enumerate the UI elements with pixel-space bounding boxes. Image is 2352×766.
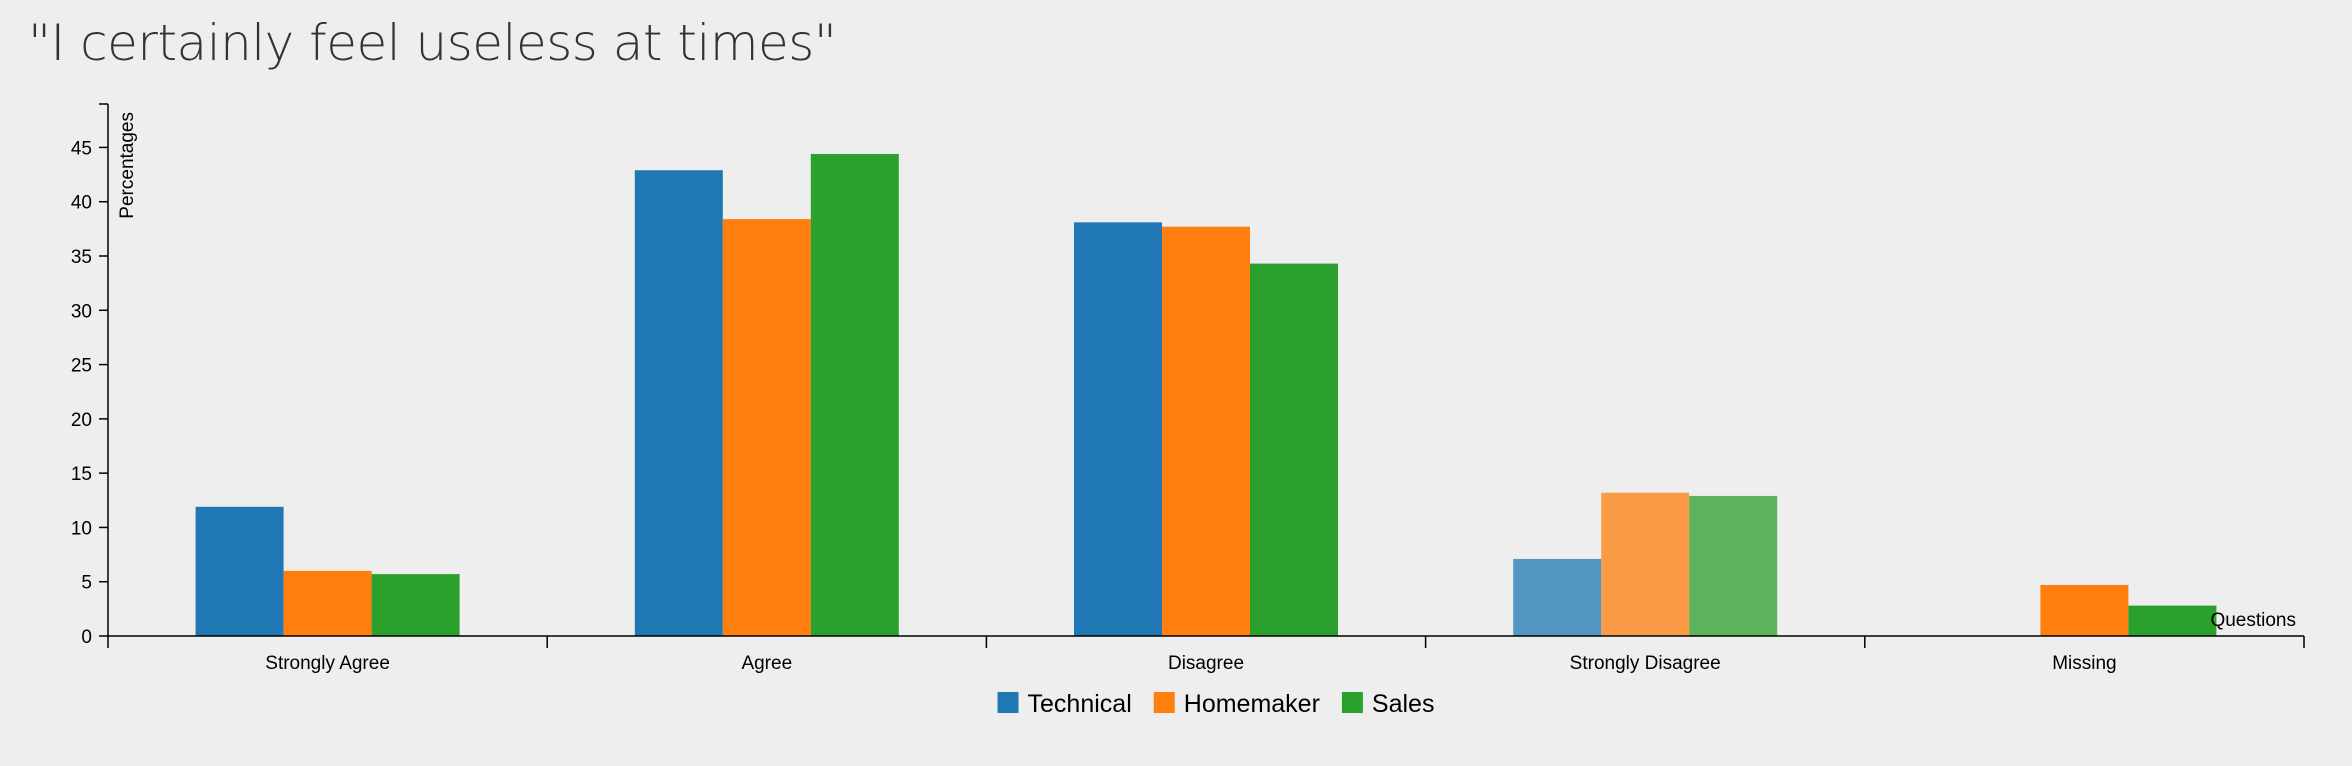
x-tick-label-strongly-agree: Strongly Agree (265, 653, 390, 674)
bar-agree-technical (634, 170, 723, 636)
y-tick-label-5: 5 (81, 573, 92, 594)
y-tick-label-25: 25 (71, 356, 92, 377)
bars-group (195, 153, 2217, 637)
x-tick-label-strongly-disagree: Strongly Disagree (1570, 653, 1721, 674)
legend: Technical Homemaker Sales (997, 690, 1435, 718)
bar-strongly-agree-homemaker (283, 570, 372, 636)
legend-swatch-sales (1341, 692, 1363, 713)
legend-swatch-homemaker (1153, 692, 1175, 713)
x-tick-label-missing: Missing (2052, 653, 2116, 674)
y-tick-label-0: 0 (81, 627, 92, 648)
bar-strongly-agree-sales (371, 574, 460, 636)
y-tick-label-10: 10 (71, 518, 92, 539)
bar-agree-homemaker (722, 219, 811, 637)
y-tick-label-15: 15 (71, 464, 92, 485)
bar-strongly-disagree-sales (1689, 495, 1778, 636)
y-tick-label-20: 20 (71, 410, 92, 431)
bar-agree-sales (810, 153, 899, 636)
legend-label-technical: Technical (1028, 690, 1132, 718)
x-tick-label-agree: Agree (741, 653, 792, 674)
bar-disagree-technical (1074, 222, 1162, 637)
legend-label-sales: Sales (1372, 690, 1435, 718)
bar-strongly-disagree-homemaker (1601, 492, 1690, 636)
y-axis-title: Percentages (117, 112, 138, 219)
bar-strongly-agree-technical (195, 506, 284, 636)
x-axis-title: Questions (2210, 610, 2296, 631)
y-tick-label-45: 45 (71, 138, 92, 159)
bar-strongly-disagree-technical (1513, 558, 1602, 636)
bar-missing-sales (2128, 605, 2217, 636)
chart-title: "I certainly feel useless at times" (28, 14, 837, 72)
x-axis: Strongly Agree Agree Disagree Strongly Disa… (107, 635, 2305, 674)
y-tick-label-40: 40 (71, 193, 92, 214)
bar-disagree-sales (1250, 263, 1338, 636)
legend-label-homemaker: Homemaker (1184, 690, 1320, 718)
y-tick-label-30: 30 (71, 301, 92, 322)
y-axis: 0 5 10 15 20 25 30 35 40 45 (71, 103, 109, 648)
y-tick-label-35: 35 (71, 247, 92, 268)
legend-swatch-technical (997, 692, 1019, 713)
bar-missing-homemaker (2040, 584, 2129, 636)
x-tick-label-disagree: Disagree (1168, 653, 1244, 674)
bar-disagree-homemaker (1162, 226, 1250, 636)
